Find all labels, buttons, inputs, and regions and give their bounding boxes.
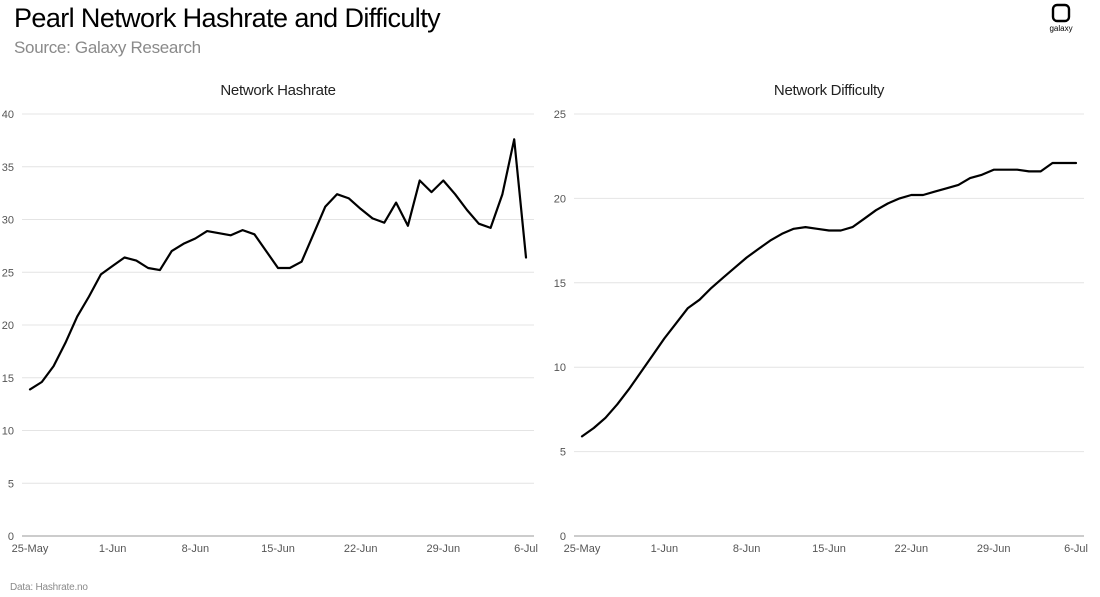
hashrate-y-tick-label: 10 (2, 426, 14, 438)
page-title: Pearl Network Hashrate and Difficulty (14, 3, 441, 33)
data-source-note: Data: Hashrate.no (10, 582, 88, 593)
hashrate-x-tick-label: 22-Jun (344, 543, 378, 555)
page-subtitle: Source: Galaxy Research (14, 38, 201, 57)
hashrate-y-tick-label: 5 (8, 478, 14, 490)
hashrate-y-tick-label: 0 (8, 531, 14, 543)
hashrate-x-tick-label: 6-Jul (514, 543, 538, 555)
hashrate-y-tick-label: 30 (2, 215, 14, 227)
hashrate-y-tick-label: 20 (2, 320, 14, 332)
hashrate-y-tick-label: 35 (2, 162, 14, 174)
hashrate-series-line (28, 138, 528, 391)
galaxy-logo-icon (1051, 3, 1071, 23)
hashrate-y-tick-label: 40 (2, 109, 14, 121)
hashrate-x-tick-label: 29-Jun (427, 543, 461, 555)
hashrate-x-tick-label: 25-May (12, 543, 49, 555)
hashrate-y-tick-label: 15 (2, 373, 14, 385)
hashrate-chart-title: Network Hashrate (220, 82, 335, 99)
hashrate-x-tick-label: 15-Jun (261, 543, 295, 555)
hashrate-y-tick-label: 25 (2, 267, 14, 279)
hashrate-x-tick-label: 1-Jun (99, 543, 127, 555)
hashrate-x-tick-label: 8-Jun (182, 543, 210, 555)
logo-text: galaxy (1049, 24, 1073, 33)
